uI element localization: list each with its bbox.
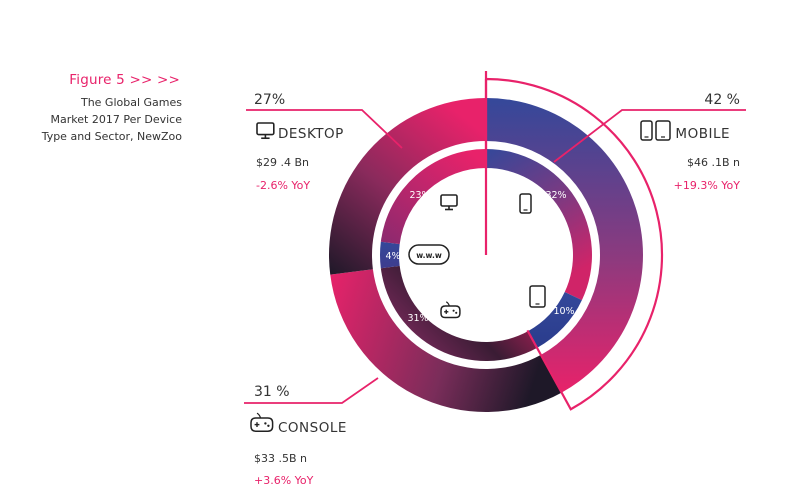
inner-value-smartphone: 32% [545, 190, 566, 201]
yoy-mobile: +19.3% YoY [674, 179, 741, 192]
figure-caption: The Global Games Market 2017 Per Device … [20, 94, 182, 145]
smartphone-icon [519, 193, 532, 214]
revenue-desktop: $29 .4 Bn [256, 156, 309, 169]
figure-label: Figure 5 >> >> [69, 72, 180, 88]
outer-slice-console [330, 269, 562, 412]
inner-value-tablet: 10% [553, 306, 574, 317]
www-icon: w.w.w [408, 244, 450, 265]
smartphone-icon [640, 120, 653, 141]
value-label-console: 31 % [254, 384, 290, 400]
inner-value-browser: 4% [385, 251, 400, 262]
inner-value-desktop: 23% [409, 190, 430, 201]
inner-slice-desktop [380, 149, 486, 245]
tablet-icon [529, 285, 546, 308]
caption-line: The Global Games [80, 96, 182, 109]
desktop-leader-line [246, 109, 403, 149]
value-label-mobile: 42 % [704, 92, 740, 108]
inner-slice-console [380, 265, 538, 362]
desktop-icon [256, 122, 275, 140]
revenue-console: $33 .5B n [254, 452, 307, 465]
category-label-console: CONSOLE [278, 420, 347, 436]
www-badge-text: w.w.w [416, 251, 442, 260]
inner-slice-browser [380, 241, 400, 269]
monitor-icon [440, 194, 458, 211]
outer-slice-mobile [486, 98, 643, 393]
category-label-desktop: DESKTOP [278, 126, 344, 142]
yoy-console: +3.6% YoY [254, 474, 314, 487]
caption-line: Type and Sector, NewZoo [41, 130, 182, 143]
gamepad-icon [250, 412, 274, 432]
caption-line: Market 2017 Per Device [50, 113, 182, 126]
category-label-mobile: MOBILE [675, 126, 730, 142]
yoy-desktop: -2.6% YoY [256, 179, 310, 192]
inner-value-console: 31% [407, 313, 428, 324]
mobile-leader-line [553, 109, 746, 163]
inner-slice-smartphone [486, 149, 592, 301]
value-label-desktop: 27% [254, 92, 285, 108]
inner-slice-tablet [527, 292, 582, 348]
console-leader-line [244, 377, 379, 404]
gamepad-icon [440, 301, 461, 319]
tablet-icon [655, 120, 671, 141]
revenue-mobile: $46 .1B n [687, 156, 740, 169]
outer-slice-desktop [329, 97, 486, 275]
